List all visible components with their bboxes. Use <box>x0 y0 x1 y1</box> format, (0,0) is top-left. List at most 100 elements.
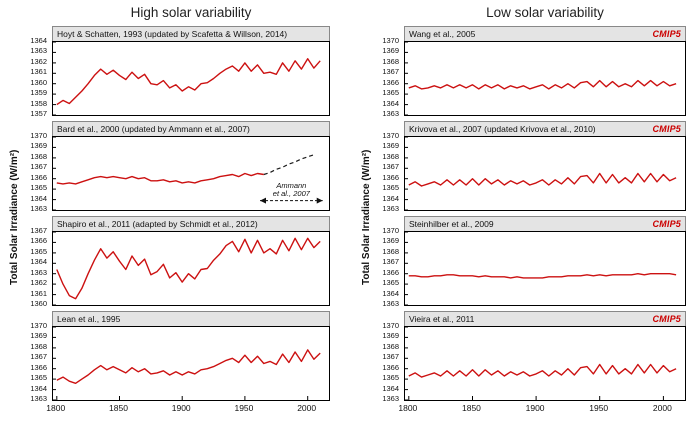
y-tick-label: 1369 <box>382 331 399 341</box>
column-title-low: Low solar variability <box>486 5 604 20</box>
y-tick-label: 1367 <box>382 162 399 172</box>
y-tick-label: 1368 <box>30 151 47 161</box>
x-tick-labels <box>52 211 330 225</box>
y-tick-labels: 1370 1369 1368 1367 1366 1365 1364 1363 <box>25 322 49 403</box>
y-tick-label: 1363 <box>382 394 399 403</box>
panel-title: Krivova et al., 2007 (updated Krivova et… <box>409 123 596 134</box>
y-tick-label: 1361 <box>30 288 47 298</box>
x-tick-label: 1850 <box>461 403 481 413</box>
panel-header: Wang et al., 2005 CMIP5 <box>404 26 686 42</box>
chart-canvas <box>53 327 321 400</box>
line-chart-wang <box>404 41 686 116</box>
y-tick-label: 1368 <box>382 151 399 161</box>
panels-low: Wang et al., 2005 CMIP5 1370 1369 1368 1367… <box>382 26 686 413</box>
y-tick-label: 1364 <box>30 36 47 45</box>
plot-wrap: 1370 1369 1368 1367 1366 1365 1364 1363 1800 185… <box>30 322 330 413</box>
svg-text:et al., 2007: et al., 2007 <box>273 189 311 198</box>
y-tick-label: 1366 <box>30 362 47 372</box>
line-chart-shapiro <box>52 231 330 306</box>
plot-wrap: 1370 1369 1368 1367 1366 1365 1364 1363 Ammann e… <box>30 132 330 213</box>
y-tick-label: 1363 <box>382 109 399 118</box>
y-tick-label: 1363 <box>382 299 399 308</box>
line-chart-lean <box>52 326 330 401</box>
plot-wrap: 1364 1363 1362 1361 1360 1359 1358 1357 <box>30 37 330 118</box>
y-tick-label: 1363 <box>30 204 47 213</box>
line-chart-bard: Ammann et al., 2007 <box>52 136 330 211</box>
line-chart-hoyt-schatten <box>52 41 330 116</box>
panel-steinhilber: Steinhilber et al., 2009 CMIP5 1370 1369 1… <box>382 216 686 308</box>
y-tick-label: 1368 <box>382 341 399 351</box>
y-tick-label: 1366 <box>382 362 399 372</box>
y-tick-label: 1367 <box>30 226 47 235</box>
y-tick-label: 1360 <box>30 77 47 87</box>
line-chart-steinhilber <box>404 231 686 306</box>
x-tick-label: 1800 <box>46 403 66 413</box>
panel-title: Bard et al., 2000 (updated by Ammann et … <box>57 123 250 134</box>
panel-vieira: Vieira et al., 2011 CMIP5 1370 1369 1368 13… <box>382 311 686 413</box>
column-low-variability: Low solar variability Total Solar Irradi… <box>360 2 686 413</box>
y-tick-label: 1368 <box>382 246 399 256</box>
y-tick-labels: 1370 1369 1368 1367 1366 1365 1364 1363 <box>377 226 401 308</box>
y-tick-label: 1365 <box>382 183 399 193</box>
y-tick-labels: 1370 1369 1368 1367 1366 1365 1364 1363 <box>377 131 401 213</box>
panel-shapiro: Shapiro et al., 2011 (adapted by Schmidt… <box>30 216 330 308</box>
y-tick-label: 1370 <box>382 131 399 140</box>
chart-canvas <box>405 42 677 115</box>
y-tick-labels: 1370 1369 1368 1367 1366 1365 1364 1363 <box>377 36 401 118</box>
column-high-variability: High solar variability Total Solar Irrad… <box>8 2 330 413</box>
x-tick-label: 1850 <box>109 403 128 413</box>
chart-canvas <box>405 232 677 305</box>
x-tick-labels <box>52 116 330 130</box>
y-tick-label: 1359 <box>30 88 47 98</box>
x-tick-labels: 1800 1850 1900 1950 2000 <box>398 401 686 415</box>
y-tick-label: 1361 <box>30 67 47 77</box>
y-tick-label: 1366 <box>382 267 399 277</box>
panel-lean: Lean et al., 1995 1370 1369 1368 1367 1366 13… <box>30 311 330 413</box>
y-tick-label: 1370 <box>382 226 399 235</box>
y-tick-label: 1363 <box>30 394 47 403</box>
y-tick-label: 1365 <box>30 373 47 383</box>
y-tick-label: 1367 <box>30 162 47 172</box>
y-tick-label: 1364 <box>382 193 399 203</box>
x-tick-labels <box>404 306 686 320</box>
y-axis-label-left: Total Solar Irradiance (W/m²) <box>9 149 20 286</box>
x-tick-label: 1950 <box>234 403 254 413</box>
y-tick-label: 1365 <box>382 373 399 383</box>
y-tick-label: 1365 <box>30 183 47 193</box>
y-tick-label: 1367 <box>30 352 47 362</box>
y-tick-label: 1369 <box>382 236 399 246</box>
y-tick-label: 1364 <box>382 288 399 298</box>
y-tick-label: 1362 <box>30 278 47 288</box>
x-tick-labels <box>404 116 686 130</box>
cmip5-badge: CMIP5 <box>652 218 681 229</box>
x-tick-labels: 1800 1850 1900 1950 2000 <box>46 401 330 415</box>
y-tick-label: 1364 <box>382 383 399 393</box>
y-tick-label: 1360 <box>30 299 47 308</box>
svg-text:Ammann: Ammann <box>275 181 306 190</box>
panel-title: Lean et al., 1995 <box>57 313 121 324</box>
plot-wrap: 1370 1369 1368 1367 1366 1365 1364 1363 1800 185… <box>382 322 686 413</box>
y-tick-label: 1370 <box>382 36 399 45</box>
cmip5-badge: CMIP5 <box>652 123 681 134</box>
y-tick-label: 1362 <box>30 56 47 66</box>
y-tick-label: 1366 <box>382 77 399 87</box>
panel-hoyt-schatten: Hoyt & Schatten, 1993 (updated by Scafet… <box>30 26 330 118</box>
y-tick-label: 1364 <box>30 257 47 267</box>
y-axis-label-right: Total Solar Irradiance (W/m²) <box>361 149 372 286</box>
x-tick-labels <box>52 306 330 320</box>
y-tick-label: 1367 <box>382 352 399 362</box>
plot-wrap: 1367 1366 1365 1364 1363 1362 1361 1360 <box>30 227 330 308</box>
y-tick-label: 1369 <box>382 141 399 151</box>
y-tick-label: 1364 <box>30 193 47 203</box>
panel-title: Wang et al., 2005 <box>409 28 476 39</box>
panel-header: Hoyt & Schatten, 1993 (updated by Scafet… <box>52 26 330 42</box>
y-tick-label: 1368 <box>382 56 399 66</box>
y-tick-labels: 1364 1363 1362 1361 1360 1359 1358 1357 <box>25 36 49 118</box>
cmip5-badge: CMIP5 <box>652 313 681 324</box>
y-tick-label: 1366 <box>382 172 399 182</box>
panels-high: Hoyt & Schatten, 1993 (updated by Scafet… <box>30 26 330 413</box>
x-tick-label: 1900 <box>525 403 545 413</box>
y-tick-label: 1364 <box>382 98 399 108</box>
